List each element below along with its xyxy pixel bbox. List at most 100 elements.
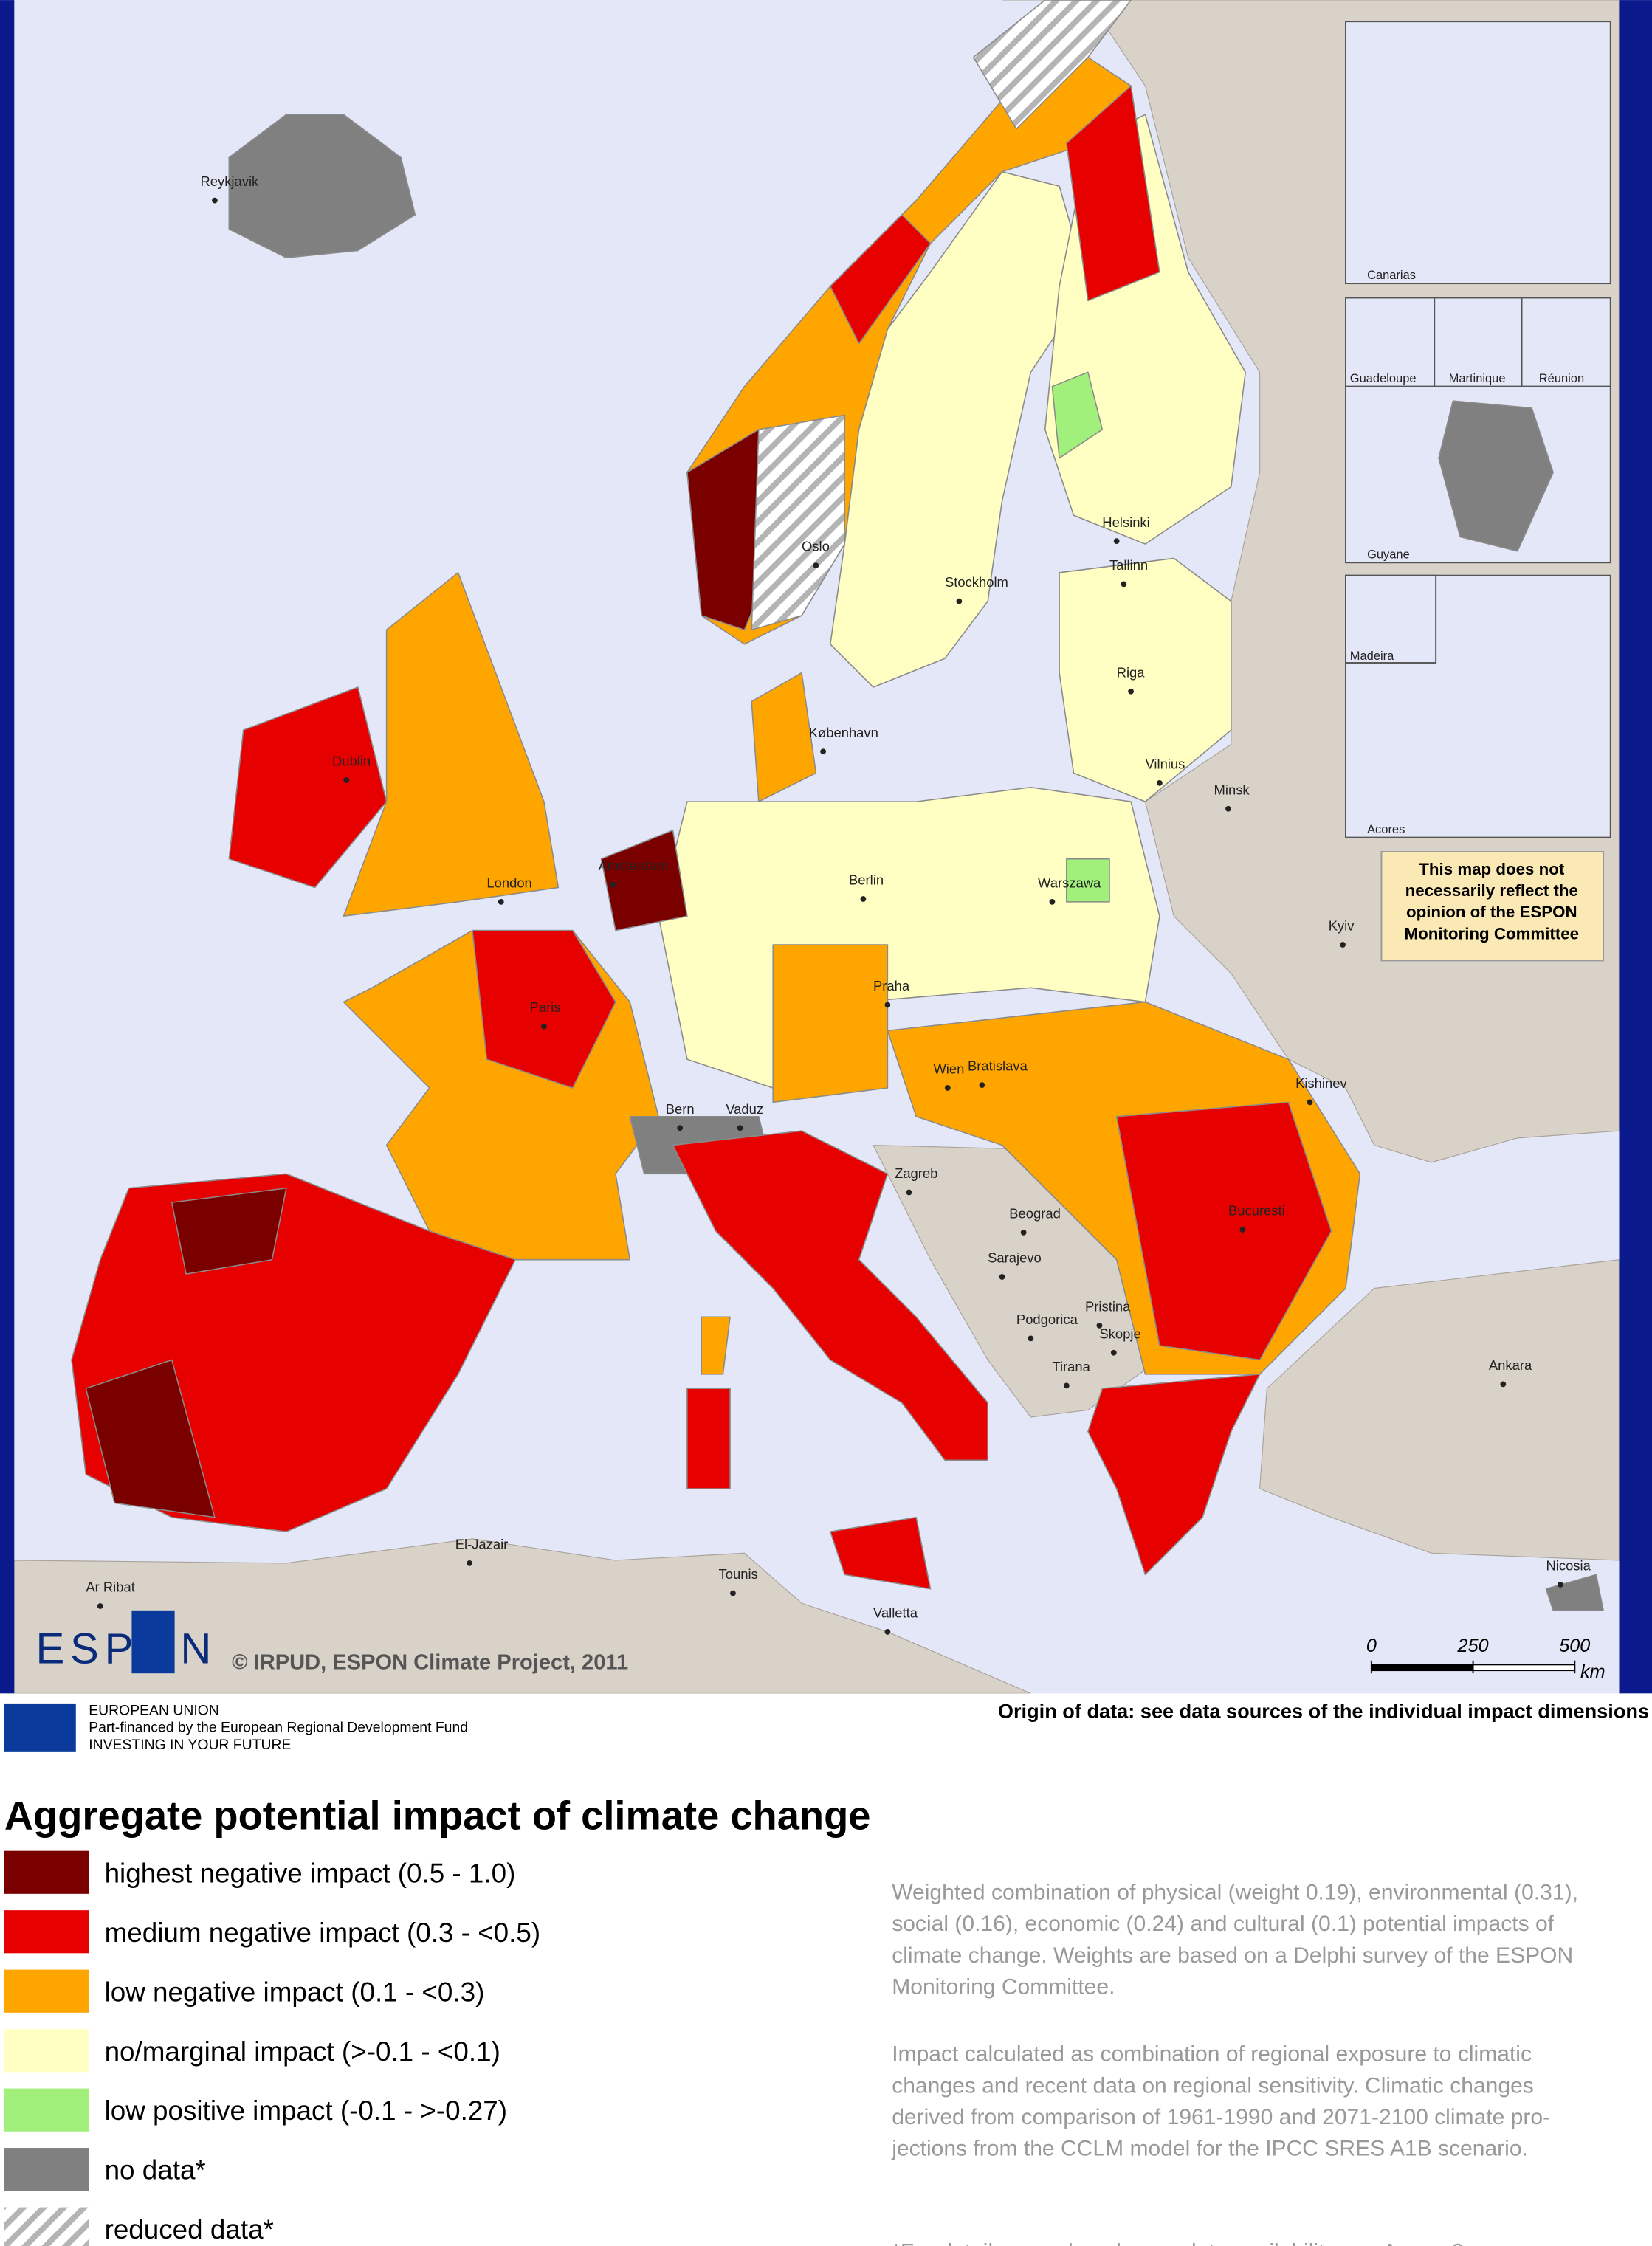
region [830, 1517, 932, 1590]
legend-swatch [4, 2148, 89, 2191]
non-espon-land [1259, 1259, 1620, 1561]
city-label: Vaduz [726, 1101, 763, 1117]
note-line: Weighted combination of physical (weight… [892, 1881, 1578, 1905]
scale-segment [1371, 1664, 1474, 1672]
city-label: Tirana [1052, 1359, 1090, 1374]
region [830, 214, 932, 345]
eu-flag [4, 1703, 76, 1752]
region [686, 1388, 731, 1489]
city-dot [944, 1085, 951, 1091]
city-dot [820, 748, 826, 755]
region [1087, 1374, 1261, 1576]
city-label: København [809, 725, 878, 740]
inset-frame [1345, 21, 1611, 285]
city-dot [1113, 538, 1120, 545]
city-dot [1121, 581, 1127, 588]
note-line: derived from comparison of 1961-1990 and… [892, 2105, 1550, 2129]
disclaimer-line: This map does not [1419, 860, 1565, 878]
disclaimer-line: opinion of the ESPON [1406, 903, 1577, 921]
city-label: Stockholm [945, 574, 1008, 590]
region [1051, 371, 1104, 459]
scale-segment [1472, 1664, 1576, 1672]
city-dot [1307, 1099, 1313, 1106]
city-label: Beograd [1009, 1205, 1061, 1221]
logo: ESP N © IRPUD, ESPON Climate Project, 20… [35, 1610, 628, 1674]
reduced-data-area [751, 414, 845, 631]
legend-swatch [4, 1850, 89, 1894]
note-line: changes and recent data on regional sens… [892, 2073, 1534, 2098]
funding: EUROPEAN UNION Part-financed by the Euro… [4, 1699, 1649, 1753]
region [85, 1359, 216, 1518]
city-label: Bucuresti [1228, 1203, 1285, 1219]
note-line: climate change. Weights are based on a D… [892, 1943, 1573, 1968]
city-dot [1128, 688, 1134, 695]
city-label: Bern [666, 1101, 695, 1117]
city-label: Praha [873, 978, 910, 993]
city-label: Ar Ribat [86, 1580, 135, 1595]
region [751, 672, 817, 802]
non-espon-land [14, 1538, 1031, 1694]
city-label: Vilnius [1145, 757, 1185, 772]
scale-label: 250 [1457, 1636, 1489, 1656]
region [1059, 557, 1232, 802]
city-dot [97, 1603, 103, 1609]
legend-label: no data* [105, 2155, 206, 2185]
city-label: Reykjavik [201, 173, 260, 189]
city-label: Nicosia [1546, 1558, 1591, 1574]
logo-text: N [180, 1625, 211, 1673]
legend-label: no/marginal impact (>-0.1 - <0.1) [105, 2036, 500, 2067]
legend-label: medium negative impact (0.3 - <0.5) [105, 1918, 541, 1948]
region [1066, 858, 1110, 903]
city-dot [1340, 942, 1346, 948]
region [1066, 85, 1160, 302]
city-label: Oslo [802, 539, 830, 554]
city-dot [979, 1082, 985, 1088]
reduced-data-area [972, 0, 1132, 130]
region [701, 1316, 731, 1375]
note-line: Impact calculated as combination of regi… [892, 2042, 1532, 2067]
city-dot [884, 1002, 891, 1008]
legend-swatch [4, 1969, 89, 2013]
city-dot [737, 1125, 743, 1131]
map: Reykjavik Oslo Stockholm Helsinki Tallinn Rig… [0, 0, 1652, 1694]
legend-label: low positive impact (-0.1 - >-0.27) [105, 2095, 507, 2126]
city-dot [343, 777, 350, 783]
city-dot [1500, 1381, 1507, 1388]
notes: Weighted combination of physical (weight… [891, 1881, 1578, 2246]
region [171, 1187, 287, 1275]
disclaimer-line: Monitoring Committee [1405, 924, 1580, 943]
region [343, 572, 560, 917]
inset-label: Guadeloupe [1350, 372, 1417, 385]
city-dot [467, 1560, 472, 1566]
inset-label: Acores [1367, 823, 1405, 836]
city-dot [956, 598, 963, 604]
frame [0, 0, 15, 1694]
city-dot [813, 562, 819, 569]
region [1115, 1101, 1332, 1361]
inset-label: Martinique [1449, 372, 1506, 385]
city-dot [1156, 780, 1163, 786]
note-line: *For details on reduced or no data avail… [892, 2239, 1470, 2246]
region [1545, 1574, 1604, 1611]
city-label: Sarajevo [988, 1250, 1042, 1266]
city-dot [212, 197, 218, 204]
city-labels: Reykjavik Oslo Stockholm Helsinki Tallinn Rig… [86, 173, 1591, 1635]
city-label: Tallinn [1109, 557, 1148, 573]
legend-label: low negative impact (0.1 - <0.3) [105, 1977, 485, 2007]
city-label: Ankara [1489, 1357, 1532, 1373]
note-line: social (0.16), economic (0.24) and cultu… [892, 1912, 1554, 1936]
inset-frame [1345, 574, 1437, 664]
city-dot [677, 1125, 684, 1131]
legend-label: highest negative impact (0.5 - 1.0) [105, 1858, 516, 1888]
region [772, 944, 889, 1103]
disclaimer-box [1380, 851, 1605, 962]
city-dot [1225, 805, 1231, 812]
city-dot [999, 1274, 1005, 1280]
city-dot [884, 1629, 891, 1635]
legend-swatch [4, 2088, 89, 2132]
inset-label: Madeira [1350, 650, 1394, 663]
city-dot [906, 1189, 912, 1196]
city-dot [1063, 1382, 1070, 1389]
city-label: Kyiv [1329, 918, 1355, 934]
